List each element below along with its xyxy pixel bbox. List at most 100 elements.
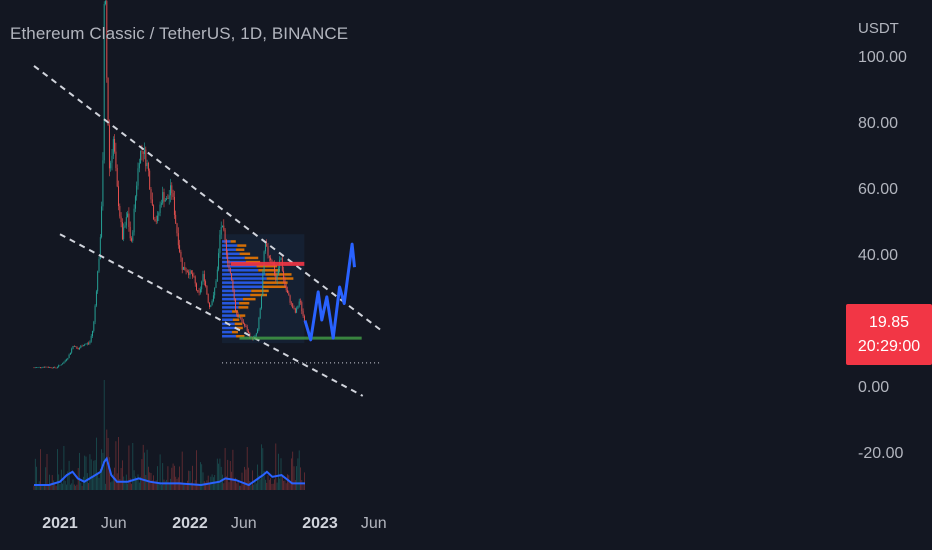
candle-body (111, 155, 113, 163)
volume-bar (242, 484, 244, 490)
x-tick-label: Jun (231, 515, 257, 532)
candle-body (68, 354, 70, 359)
candle-body (232, 280, 234, 291)
candle-body (267, 246, 269, 256)
candle-body (255, 333, 257, 336)
candle-body (55, 367, 57, 369)
volume-profile-bar (222, 306, 239, 309)
volume-bar (144, 452, 145, 490)
candle-body (59, 364, 61, 366)
volume-bar (252, 470, 253, 490)
volume-profile-bar (236, 334, 245, 338)
volume-bar (79, 452, 80, 490)
candle-body (224, 229, 226, 241)
candle-body (225, 240, 227, 255)
candle-body (249, 332, 251, 338)
volume-profile-bar (222, 252, 240, 256)
candle-body (270, 257, 272, 261)
dashed-trendline (33, 65, 382, 331)
candle-body (244, 323, 246, 326)
candle-body (237, 314, 239, 318)
candle-countdown: 20:29:00 (857, 338, 921, 355)
last-price-badge: 19.85 20:29:00 (846, 304, 932, 365)
volume-bar (162, 463, 164, 490)
volume-bar (110, 482, 112, 490)
candle-body (49, 367, 51, 368)
volume-bar (67, 471, 69, 490)
volume-bar (239, 485, 240, 490)
candle-body (259, 308, 261, 318)
oscillator-line (34, 456, 305, 487)
volume-bar (136, 478, 138, 490)
volume-bar (200, 462, 201, 490)
volume-bar (102, 452, 104, 490)
volume-profile-bar (251, 289, 269, 293)
volume-bar (283, 480, 284, 490)
candle-body (245, 325, 247, 327)
candle-body (45, 366, 47, 368)
candle-body (121, 222, 123, 240)
candle-body (140, 151, 142, 164)
candle-body (90, 336, 92, 342)
candle-body (33, 367, 35, 369)
candle-body (218, 253, 220, 270)
candle-body (242, 321, 244, 324)
volume-bar (90, 459, 92, 490)
candle-body (56, 367, 58, 368)
volume-bar (55, 485, 57, 490)
volume-profile-bar (232, 310, 239, 313)
volume-bar (103, 380, 105, 490)
candle-body (189, 270, 191, 276)
candle-body (160, 203, 162, 205)
candle-body (137, 168, 139, 186)
volume-bar (253, 484, 255, 490)
volume-bar (188, 470, 190, 490)
volume-bar (97, 472, 99, 490)
volume-bar (50, 485, 52, 490)
volume-bar (275, 443, 277, 490)
candle-body (166, 198, 168, 201)
volume-bar (249, 481, 251, 490)
candle-body (192, 273, 194, 277)
volume-bar (86, 473, 88, 490)
volume-bar (174, 465, 175, 490)
volume-bar (170, 478, 171, 490)
candle-body (114, 139, 116, 152)
candle-body (72, 346, 74, 349)
candle-body (136, 185, 138, 197)
candle-body (99, 237, 101, 260)
symbol-title[interactable]: Ethereum Classic / TetherUS, 1D, BINANCE (10, 24, 349, 43)
candle-body (177, 233, 179, 246)
candle-body (248, 331, 249, 333)
y-tick-label: 40.00 (858, 247, 898, 264)
last-price: 19.85 (868, 314, 910, 331)
volume-bar (297, 458, 299, 490)
volume-bar (146, 449, 148, 490)
volume-bar (267, 475, 269, 490)
volume-profile-bar (235, 326, 243, 330)
volume-bar (285, 483, 287, 490)
candle-body (183, 266, 184, 270)
candle-body (76, 346, 78, 349)
candle-body (36, 367, 38, 368)
candle-body (280, 258, 282, 260)
volume-profile-bar (235, 248, 245, 251)
candle-body (172, 192, 174, 197)
volume-bar (166, 479, 167, 490)
candle-body (170, 185, 171, 196)
volume-bar (187, 480, 188, 490)
candle-body (144, 149, 145, 154)
volume-bar (219, 458, 221, 490)
volume-bar (132, 442, 134, 490)
candle-body (46, 366, 48, 368)
candle-body (41, 367, 43, 369)
candle-body (40, 367, 41, 368)
volume-bar (250, 485, 252, 490)
volume-bar (228, 482, 230, 490)
volume-bar (51, 475, 53, 490)
candle-body (238, 317, 240, 318)
candle-body (197, 289, 199, 292)
volume-profile-bar (262, 285, 287, 289)
candle-body (132, 232, 134, 241)
